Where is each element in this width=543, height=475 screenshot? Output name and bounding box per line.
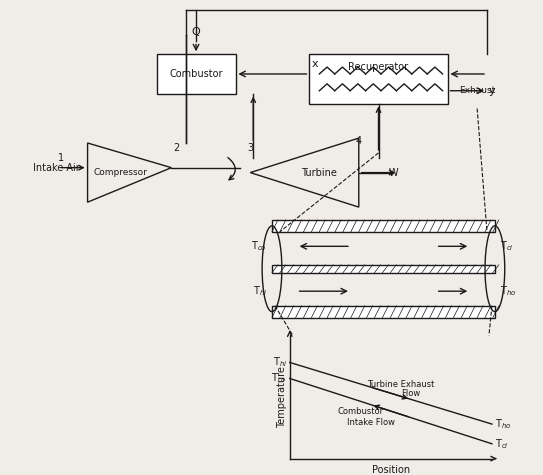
Text: Turbine: Turbine [301,168,337,178]
Text: Compressor: Compressor [93,168,147,177]
Text: W: W [388,168,398,178]
Text: T$_{hi}$: T$_{hi}$ [253,284,267,298]
Text: T$_{co}$: T$_{co}$ [271,371,287,385]
Text: Q: Q [192,28,200,38]
Text: 4: 4 [356,136,362,146]
Text: y: y [489,86,496,96]
Text: Intake Flow: Intake Flow [346,418,395,428]
Text: Combustor: Combustor [337,407,383,416]
FancyBboxPatch shape [272,265,495,273]
Text: T$_{ci}$: T$_{ci}$ [495,437,509,451]
FancyBboxPatch shape [272,306,495,318]
FancyBboxPatch shape [156,54,236,94]
Text: Flow: Flow [401,389,421,398]
Text: 2: 2 [173,143,179,153]
FancyBboxPatch shape [310,54,447,104]
Text: Exhaust: Exhaust [459,86,496,95]
Text: Intake Air: Intake Air [33,162,80,172]
FancyBboxPatch shape [272,220,495,232]
Text: T$_{hi}$: T$_{hi}$ [273,356,287,370]
Text: x: x [312,59,318,69]
Text: Position: Position [372,466,410,475]
Text: 1: 1 [58,153,64,163]
Text: 3: 3 [247,143,254,153]
Text: T$_{ci}$: T$_{ci}$ [500,239,514,253]
Text: T$_{ho}$: T$_{ho}$ [500,284,516,298]
Text: T$_{ho}$: T$_{ho}$ [495,417,511,431]
Text: T$_{co}$: T$_{co}$ [251,239,267,253]
Text: Turbine Exhaust: Turbine Exhaust [367,380,434,389]
Text: Combustor: Combustor [169,69,223,79]
Text: Temperature: Temperature [277,366,287,428]
Text: Recuperator: Recuperator [349,62,408,72]
